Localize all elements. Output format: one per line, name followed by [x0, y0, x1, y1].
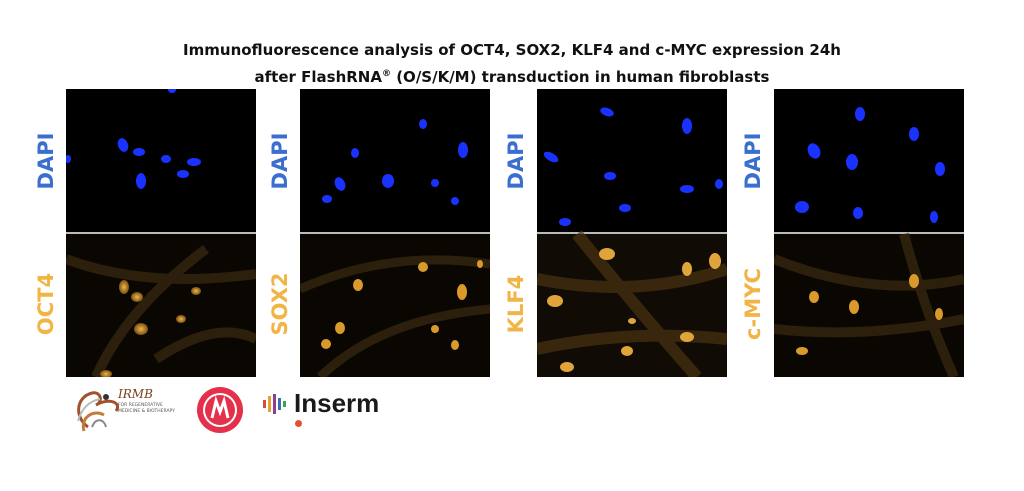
panel-2-labels: DAPI SOX2 — [260, 89, 300, 377]
panel-3-labels: DAPI KLF4 — [496, 89, 536, 377]
panel-1-dapi-label: DAPI — [34, 132, 58, 190]
inserm-logo: Inserm — [262, 388, 379, 427]
irmb-subtitle: FOR REGENERATIVE MEDICINE & BIOTHERAPY — [118, 403, 175, 414]
panel-2-marker-label: SOX2 — [268, 272, 292, 336]
irmb-logo: IRMB FOR REGENERATIVE MEDICINE & BIOTHER… — [70, 387, 180, 435]
panel-3-dapi-label: DAPI — [504, 132, 528, 190]
micrograph-sox2 — [300, 89, 490, 377]
micrograph-c-myc — [774, 89, 964, 377]
title-line-1: Immunofluorescence analysis of OCT4, SOX… — [183, 41, 841, 59]
inserm-dot — [295, 420, 302, 427]
panel-4-dapi-label: DAPI — [741, 132, 765, 190]
panel-3-marker-label: KLF4 — [504, 274, 528, 334]
panel-4-marker-label: c-MYC — [741, 268, 765, 340]
panel-1-labels: DAPI OCT4 — [26, 89, 66, 377]
panel-2-dapi-label: DAPI — [268, 132, 292, 190]
micrograph-klf4 — [537, 89, 727, 377]
panel-1-marker-label: OCT4 — [34, 272, 58, 336]
university-seal-logo — [196, 386, 244, 438]
panel-4-labels: DAPI c-MYC — [733, 89, 773, 377]
title-line-2: after FlashRNA® (O/S/K/M) transduction i… — [254, 68, 770, 86]
inserm-bars-icon — [263, 394, 286, 414]
micrograph-oct4 — [66, 89, 256, 377]
figure-title: Immunofluorescence analysis of OCT4, SOX… — [0, 38, 1024, 89]
inserm-name: Inserm — [294, 388, 380, 418]
irmb-name: IRMB — [118, 387, 153, 401]
